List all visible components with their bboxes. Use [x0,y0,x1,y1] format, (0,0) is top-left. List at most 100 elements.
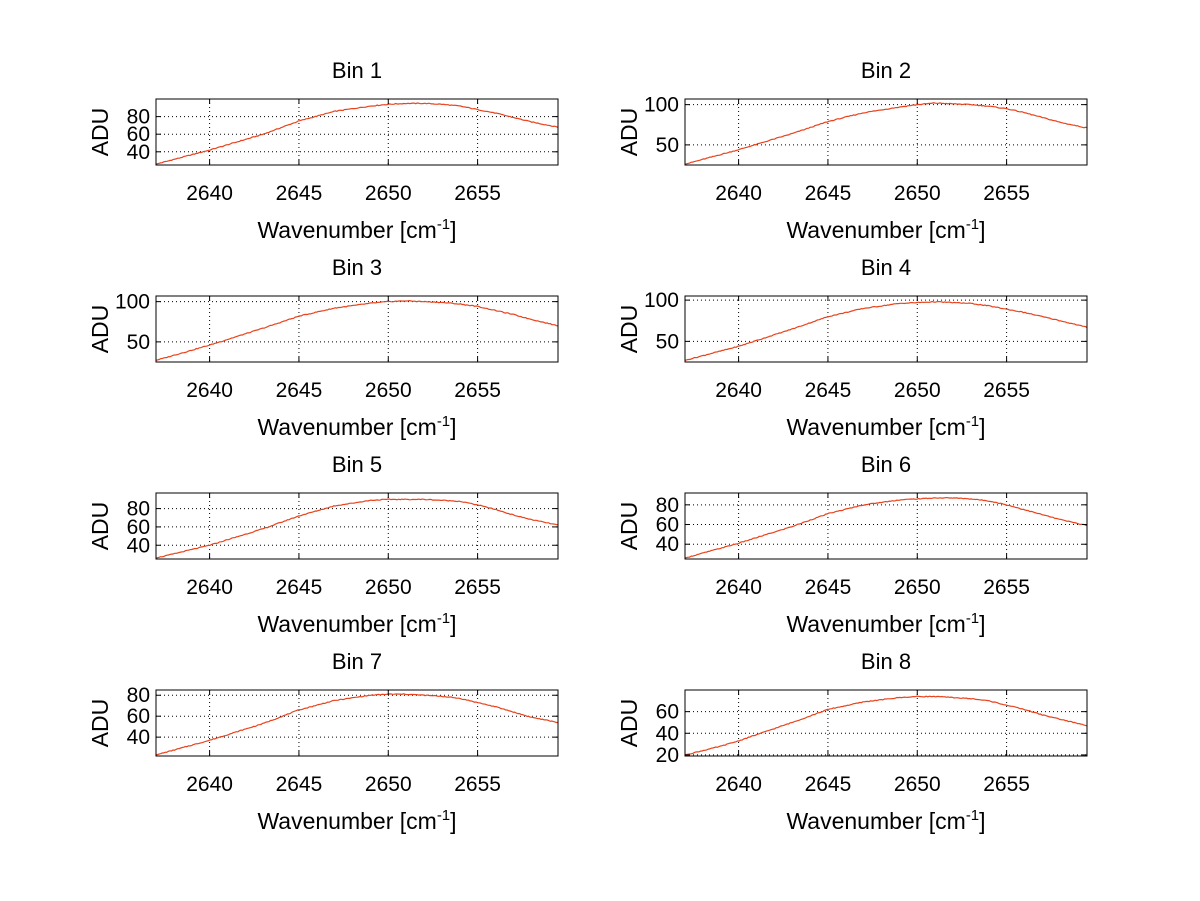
axes-box [155,492,559,560]
x-tick-label: 2645 [276,182,323,205]
y-axis-label: ADU [87,502,113,551]
subplot-title: Bin 5 [332,452,382,477]
x-axis-label: Wavenumber [cm-1] [257,807,456,834]
x-tick-label: 2640 [715,773,762,796]
subplot-title: Bin 3 [332,255,382,280]
series-line [155,498,559,559]
y-tick-label: 60 [127,123,150,146]
x-tick-label: 2650 [365,773,412,796]
x-tick-label: 2655 [454,379,501,402]
y-axis-label: ADU [87,305,113,354]
x-tick-label: 2640 [186,576,233,599]
x-axis-label-superscript: -1 [966,807,979,824]
y-tick-label: 50 [656,134,679,157]
x-axis-label-end: ] [979,414,985,440]
y-axis-label: ADU [616,108,642,157]
axes-box [684,689,1088,757]
series-line [155,693,558,756]
grid-lines [685,690,1087,756]
x-tick-label: 2650 [894,773,941,796]
axes-box [155,98,559,166]
subplot-4: 2640 2645 2650 2655 50 100 Bin 4 Wavenumber [cm… [616,255,1088,440]
subplot-title: Bin 4 [861,255,911,280]
grid-lines [156,690,558,756]
x-tick-label: 2650 [894,379,941,402]
grid-lines [685,99,1087,165]
series-line [155,102,559,165]
x-tick-label: 2645 [276,379,323,402]
x-axis-label-superscript: -1 [966,216,979,233]
x-axis-label: Wavenumber [cm-1] [257,610,456,637]
x-tick-label: 2655 [454,182,501,205]
y-tick-label: 40 [656,722,679,745]
grid-lines [156,296,558,362]
x-axis-label-text: Wavenumber [cm [257,611,436,637]
series-line [684,102,1088,165]
x-tick-label: 2655 [983,576,1030,599]
grid-lines [685,493,1087,559]
y-axis-label: ADU [616,305,642,354]
x-tick-label: 2650 [894,576,941,599]
x-tick-label: 2650 [894,182,941,205]
subplot-2: 2640 2645 2650 2655 50 100 Bin 2 Wavenumber [cm… [616,58,1088,243]
x-tick-label: 2645 [805,182,852,205]
y-tick-label: 50 [656,330,679,353]
x-tick-label: 2645 [805,379,852,402]
x-axis-label-text: Wavenumber [cm [257,808,436,834]
x-tick-label: 2640 [715,182,762,205]
y-tick-label: 60 [656,514,679,537]
x-axis-label-end: ] [450,808,456,834]
x-tick-label: 2640 [186,182,233,205]
x-axis-label-end: ] [450,217,456,243]
series-line [684,496,1088,559]
axes-box [684,295,1088,363]
x-tick-label: 2655 [454,576,501,599]
subplot-title: Bin 1 [332,58,382,83]
x-tick-label: 2640 [186,379,233,402]
subplot-3: 2640 2645 2650 2655 50 100 Bin 3 Wavenumber [cm… [87,255,559,440]
x-tick-label: 2640 [715,379,762,402]
y-axis-label: ADU [616,699,642,748]
x-tick-label: 2650 [365,576,412,599]
x-axis-label-end: ] [450,611,456,637]
x-axis-label-superscript: -1 [437,610,450,627]
x-axis-label: Wavenumber [cm-1] [786,216,985,243]
y-tick-label: 80 [127,106,150,129]
y-tick-label: 60 [127,516,150,539]
x-axis-label-superscript: -1 [966,413,979,430]
y-tick-label: 100 [115,291,150,314]
axes-box [684,98,1088,166]
subplot-title: Bin 7 [332,649,382,674]
x-axis-label-superscript: -1 [437,216,450,233]
subplot-title: Bin 6 [861,452,911,477]
x-tick-label: 2645 [276,576,323,599]
x-axis-label-superscript: -1 [437,807,450,824]
x-axis-label: Wavenumber [cm-1] [786,413,985,440]
x-axis-label-text: Wavenumber [cm [257,414,436,440]
y-tick-label: 80 [656,494,679,517]
x-tick-label: 2645 [276,773,323,796]
y-tick-label: 40 [127,534,150,557]
x-tick-label: 2650 [365,182,412,205]
y-tick-label: 20 [656,744,679,767]
axes-box [155,689,559,757]
x-axis-label-end: ] [979,808,985,834]
grid-lines [156,99,558,165]
y-tick-label: 80 [127,684,150,707]
y-tick-label: 40 [127,141,150,164]
x-axis-label-text: Wavenumber [cm [257,217,436,243]
y-tick-label: 60 [127,705,150,728]
y-tick-label: 100 [644,289,679,312]
x-axis-label-text: Wavenumber [cm [786,217,965,243]
x-axis-label: Wavenumber [cm-1] [257,413,456,440]
x-axis-label-end: ] [450,414,456,440]
x-axis-label-text: Wavenumber [cm [786,414,965,440]
grid-lines [156,493,558,559]
subplot-title: Bin 8 [861,649,911,674]
x-axis-label: Wavenumber [cm-1] [786,807,985,834]
